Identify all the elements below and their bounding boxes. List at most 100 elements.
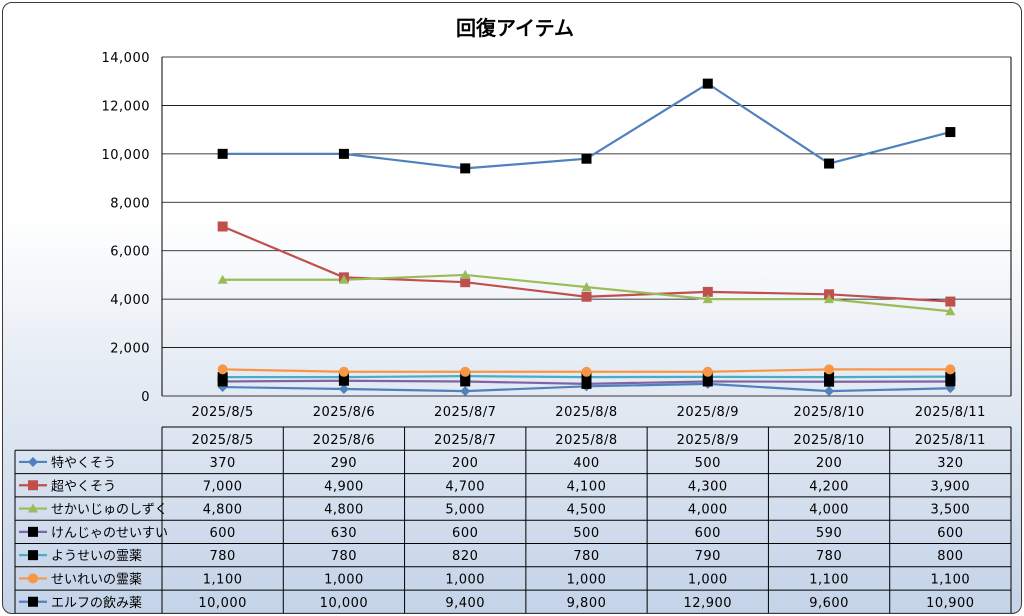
data-point xyxy=(460,269,471,279)
legend-key-marker xyxy=(28,503,38,513)
table-value-cell: 4,500 xyxy=(567,503,607,518)
table-value-cell: 4,000 xyxy=(809,503,849,518)
table-value-cell: 600 xyxy=(695,526,721,541)
table-value-cell: 4,800 xyxy=(203,503,243,518)
table-value-cell: 200 xyxy=(816,456,842,471)
x-tick-label: 2025/8/10 xyxy=(793,405,864,420)
table-value-cell: 1,000 xyxy=(688,572,728,587)
table-value-cell: 4,900 xyxy=(324,479,364,494)
table-value-cell: 12,900 xyxy=(684,596,733,611)
legend-key-marker xyxy=(28,573,38,584)
data-point xyxy=(338,148,349,159)
table-value-cell: 3,900 xyxy=(930,479,970,494)
data-point xyxy=(217,148,228,159)
data-point xyxy=(338,372,349,383)
table-value-cell: 7,000 xyxy=(203,479,243,494)
legend-label: けんじゃのせいすい xyxy=(51,526,168,541)
table-value-cell: 590 xyxy=(816,526,842,541)
table-value-cell: 4,000 xyxy=(688,503,728,518)
data-point xyxy=(460,163,471,174)
data-point xyxy=(217,274,228,284)
table-value-cell: 500 xyxy=(573,526,599,541)
table-header-cell: 2025/8/8 xyxy=(555,433,617,448)
table-value-cell: 790 xyxy=(695,549,721,564)
table-value-cell: 9,600 xyxy=(809,596,849,611)
data-point xyxy=(824,386,835,397)
data-point xyxy=(581,372,592,383)
table-value-cell: 800 xyxy=(937,549,963,564)
data-point xyxy=(581,366,592,377)
legend-label: エルフの飲み薬 xyxy=(51,595,142,611)
table-value-cell: 1,000 xyxy=(567,572,607,587)
table-value-cell: 290 xyxy=(331,456,357,471)
data-point xyxy=(824,158,835,169)
data-point xyxy=(581,282,592,292)
legend-label: 特やくそう xyxy=(51,456,116,471)
chart-title: 回復アイテム xyxy=(456,16,574,40)
table-value-cell: 600 xyxy=(937,526,963,541)
table-value-cell: 10,000 xyxy=(320,596,369,611)
data-point xyxy=(702,366,713,377)
table-value-cell: 1,100 xyxy=(809,572,849,587)
data-point xyxy=(824,294,835,304)
x-tick-label: 2025/8/9 xyxy=(677,405,739,420)
legend-key-marker xyxy=(28,526,38,537)
data-point xyxy=(702,371,713,382)
data-point xyxy=(460,376,471,387)
legend-key-marker xyxy=(28,456,38,467)
data-point xyxy=(581,291,592,302)
x-tick-label: 2025/8/8 xyxy=(555,405,617,420)
table-value-cell: 4,300 xyxy=(688,479,728,494)
table-header-cell: 2025/8/9 xyxy=(677,433,739,448)
table-value-cell: 1,000 xyxy=(324,572,364,587)
data-point xyxy=(945,306,956,316)
y-tick-label: 0 xyxy=(141,390,150,405)
table-value-cell: 630 xyxy=(331,526,357,541)
legend-label: せいれいの霊薬 xyxy=(51,572,142,587)
table-header-cell: 2025/8/6 xyxy=(313,433,375,448)
data-point xyxy=(460,277,471,288)
series-lines xyxy=(222,82,951,393)
x-tick-label: 2025/8/7 xyxy=(434,405,496,420)
table-header-cell: 2025/8/10 xyxy=(793,433,864,448)
y-tick-label: 2,000 xyxy=(110,342,150,357)
table-value-cell: 370 xyxy=(209,456,235,471)
y-tick-label: 10,000 xyxy=(102,148,151,163)
legend-key-marker xyxy=(28,480,38,491)
table-value-cell: 780 xyxy=(209,549,235,564)
y-tick-label: 14,000 xyxy=(102,51,151,66)
data-point xyxy=(702,286,713,297)
data-point xyxy=(945,296,956,307)
y-tick-label: 8,000 xyxy=(110,196,150,211)
x-axis-ticks: 2025/8/5 2025/8/6 2025/8/7 2025/8/8 2025/8/9… xyxy=(191,405,985,420)
data-point xyxy=(581,378,592,389)
data-point xyxy=(824,364,835,375)
series-markers xyxy=(217,78,956,397)
x-tick-label: 2025/8/11 xyxy=(915,405,986,420)
table-value-cell: 4,200 xyxy=(809,479,849,494)
data-point xyxy=(945,364,956,375)
data-point xyxy=(702,78,713,89)
table-value-cell: 1,000 xyxy=(445,572,485,587)
table-value-cell: 1,100 xyxy=(930,572,970,587)
legend-key-marker xyxy=(28,550,38,561)
table-value-cell: 10,900 xyxy=(926,596,975,611)
y-tick-label: 12,000 xyxy=(102,99,151,114)
data-point xyxy=(945,127,956,138)
table-value-cell: 10,000 xyxy=(198,596,247,611)
legend-label: 超やくそう xyxy=(51,479,116,494)
legend-label: せかいじゅのしずく xyxy=(51,503,168,518)
table-value-cell: 400 xyxy=(573,456,599,471)
data-point xyxy=(217,372,228,383)
table-value-cell: 200 xyxy=(452,456,478,471)
legend-label: ようせいの霊薬 xyxy=(51,549,142,564)
table-value-cell: 820 xyxy=(452,549,478,564)
table-value-cell: 780 xyxy=(573,549,599,564)
table-value-cell: 500 xyxy=(695,456,721,471)
line-chart: 回復アイテム 0 2,000 4,000 6,000 8,000 10,000 12,000… xyxy=(14,16,1012,613)
data-table: 2025/8/5 2025/8/6 2025/8/7 2025/8/8 2025/8/9… xyxy=(14,426,1012,613)
data-point xyxy=(217,364,228,375)
table-value-cell: 5,000 xyxy=(445,503,485,518)
table-value-cell: 600 xyxy=(452,526,478,541)
